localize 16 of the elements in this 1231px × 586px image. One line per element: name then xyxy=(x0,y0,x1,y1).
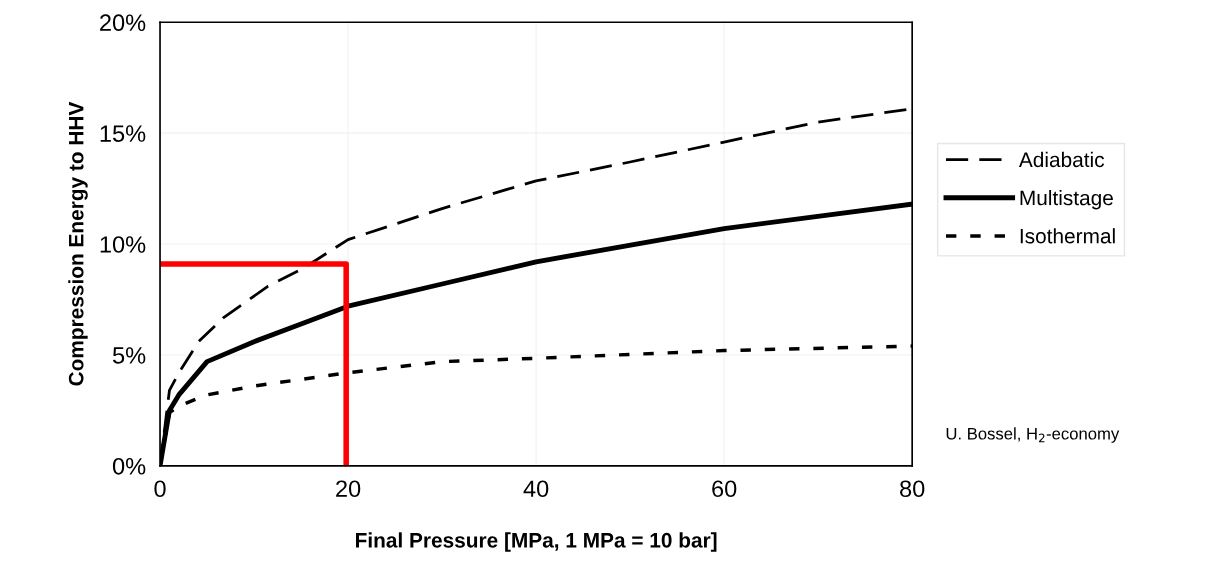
x-axis-title: Final Pressure [MPa, 1 MPa = 10 bar] xyxy=(356,532,717,552)
y-axis-title: Compression Energy to HHV xyxy=(68,101,88,386)
legend-label: Isothermal xyxy=(1020,228,1115,244)
x-tick-label: 80 xyxy=(900,480,925,498)
x-tick-label: 20 xyxy=(336,480,361,498)
y-tick-label: 10% xyxy=(100,236,146,253)
y-tick-label: 0% xyxy=(112,457,146,475)
text: U. Bossel, H$_{2}$-economy xyxy=(946,427,1120,443)
y-tick-label: 20% xyxy=(100,14,146,32)
legend-label: Multistage xyxy=(1020,190,1113,210)
legend-label: Adiabatic xyxy=(1018,151,1105,168)
x-tick-label: 0 xyxy=(154,480,166,498)
y-tick-label: 5% xyxy=(112,347,146,364)
x-tick-label: 60 xyxy=(712,480,737,498)
x-tick-label: 40 xyxy=(523,480,549,498)
y-tick-label: 15% xyxy=(100,125,146,142)
